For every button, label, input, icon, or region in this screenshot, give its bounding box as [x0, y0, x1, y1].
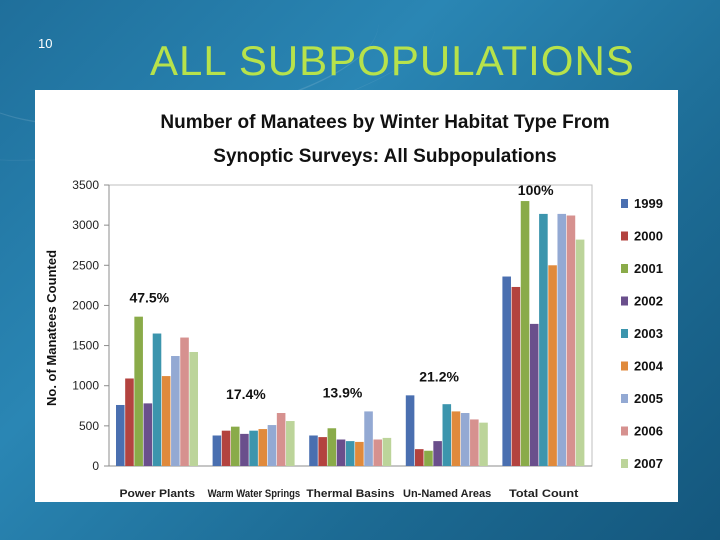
- y-tick-label: 500: [79, 419, 99, 433]
- bar-2003: [249, 430, 258, 466]
- bar-1999: [309, 435, 318, 466]
- bar-2007: [479, 422, 488, 466]
- bar-2006: [470, 419, 479, 466]
- bar-2004: [355, 441, 364, 466]
- bar-2007: [189, 351, 198, 466]
- bar-1999: [502, 276, 511, 466]
- bar-2002: [336, 439, 346, 466]
- bar-2000: [221, 430, 231, 466]
- legend-label: 2004: [634, 359, 664, 374]
- data-annotation: 100%: [518, 182, 554, 198]
- bar-2006: [373, 439, 383, 466]
- bar-2005: [267, 425, 277, 466]
- y-tick-label: 0: [92, 459, 99, 473]
- y-tick-label: 1500: [72, 339, 99, 353]
- chart-title-line-2: Synoptic Surveys: All Subpopulations: [213, 146, 556, 167]
- bar-2005: [364, 411, 373, 466]
- y-tick-label: 3500: [72, 178, 99, 192]
- y-tick-label: 2000: [72, 298, 99, 312]
- slide-number: 10: [38, 36, 53, 51]
- bar-2002: [529, 323, 539, 466]
- y-tick-label: 3000: [72, 218, 99, 232]
- bar-2003: [152, 333, 162, 466]
- legend-label: 2007: [634, 456, 663, 471]
- bar-2003: [442, 404, 452, 466]
- bar-2003: [345, 441, 355, 466]
- x-tick-label: Total Count: [509, 488, 579, 500]
- legend-label: 2001: [634, 261, 663, 276]
- bar-2000: [414, 449, 424, 466]
- bar-2000: [511, 286, 521, 466]
- bar-2005: [460, 413, 470, 466]
- data-annotation: 13.9%: [323, 384, 363, 400]
- bar-1999: [405, 395, 415, 466]
- slide-title: ALL SUBPOPULATIONS: [150, 37, 635, 84]
- x-tick-label: Power Plants: [120, 488, 196, 500]
- legend-swatch-2007: [621, 459, 628, 468]
- chart-title-line-1: Number of Manatees by Winter Habitat Typ…: [160, 112, 609, 133]
- legend-label: 2002: [634, 294, 663, 309]
- bar-2007: [575, 239, 585, 466]
- bar-2004: [451, 411, 461, 466]
- legend-label: 2006: [634, 424, 663, 439]
- y-tick-label: 1000: [72, 379, 99, 393]
- bar-2001: [327, 428, 337, 466]
- bar-2007: [382, 437, 392, 466]
- bar-2005: [557, 213, 567, 466]
- legend-swatch-2004: [621, 361, 628, 371]
- legend-label: 2005: [634, 391, 663, 406]
- legend-swatch-1999: [621, 199, 628, 208]
- bar-2002: [433, 441, 442, 466]
- legend-swatch-2002: [621, 296, 628, 306]
- x-tick-label: Un-Named Areas: [403, 488, 491, 500]
- bar-2004: [548, 265, 557, 466]
- y-tick-label: 2500: [72, 258, 99, 272]
- bar-2001: [134, 316, 143, 466]
- bar-2006: [180, 337, 189, 466]
- bar-1999: [212, 435, 222, 466]
- bar-2000: [125, 378, 134, 466]
- bar-chart: Number of Manatees by Winter Habitat Typ…: [44, 112, 664, 500]
- data-annotation: 17.4%: [226, 386, 266, 402]
- bar-2002: [143, 403, 153, 466]
- bar-2004: [161, 376, 171, 466]
- bar-2006: [566, 215, 576, 466]
- bar-2001: [424, 450, 433, 466]
- bar-2007: [286, 421, 295, 466]
- data-annotation: 21.2%: [419, 368, 459, 384]
- x-tick-label: Thermal Basins: [306, 488, 394, 500]
- legend-label: 2003: [634, 326, 663, 341]
- bar-2005: [171, 356, 180, 466]
- bar-2003: [539, 213, 548, 466]
- plot-area: 0 500 1000 1500 2000 2500 3000 3500 Power Plants…: [72, 178, 593, 500]
- chart-legend: 1999 2000 2001 2002 2003 2004 2005 2006 2007: [621, 196, 664, 471]
- legend-label: 2000: [634, 229, 663, 244]
- legend-swatch-2000: [621, 231, 628, 241]
- bar-2001: [520, 201, 530, 467]
- legend-label: 1999: [634, 196, 663, 211]
- data-annotation: 47.5%: [129, 290, 169, 306]
- x-tick-label: Warm Water Springs: [208, 488, 301, 500]
- legend-swatch-2003: [621, 329, 628, 338]
- legend-swatch-2006: [621, 426, 628, 436]
- chart-panel: Number of Manatees by Winter Habitat Typ…: [35, 90, 678, 502]
- bar-2002: [240, 433, 249, 466]
- bar-2004: [258, 429, 268, 466]
- bar-2006: [276, 413, 286, 466]
- y-axis-label: No. of Manatees Counted: [44, 250, 59, 406]
- legend-swatch-2005: [621, 394, 628, 403]
- bar-2000: [318, 437, 327, 466]
- bar-2001: [230, 426, 240, 466]
- bar-1999: [116, 404, 125, 466]
- legend-swatch-2001: [621, 264, 628, 273]
